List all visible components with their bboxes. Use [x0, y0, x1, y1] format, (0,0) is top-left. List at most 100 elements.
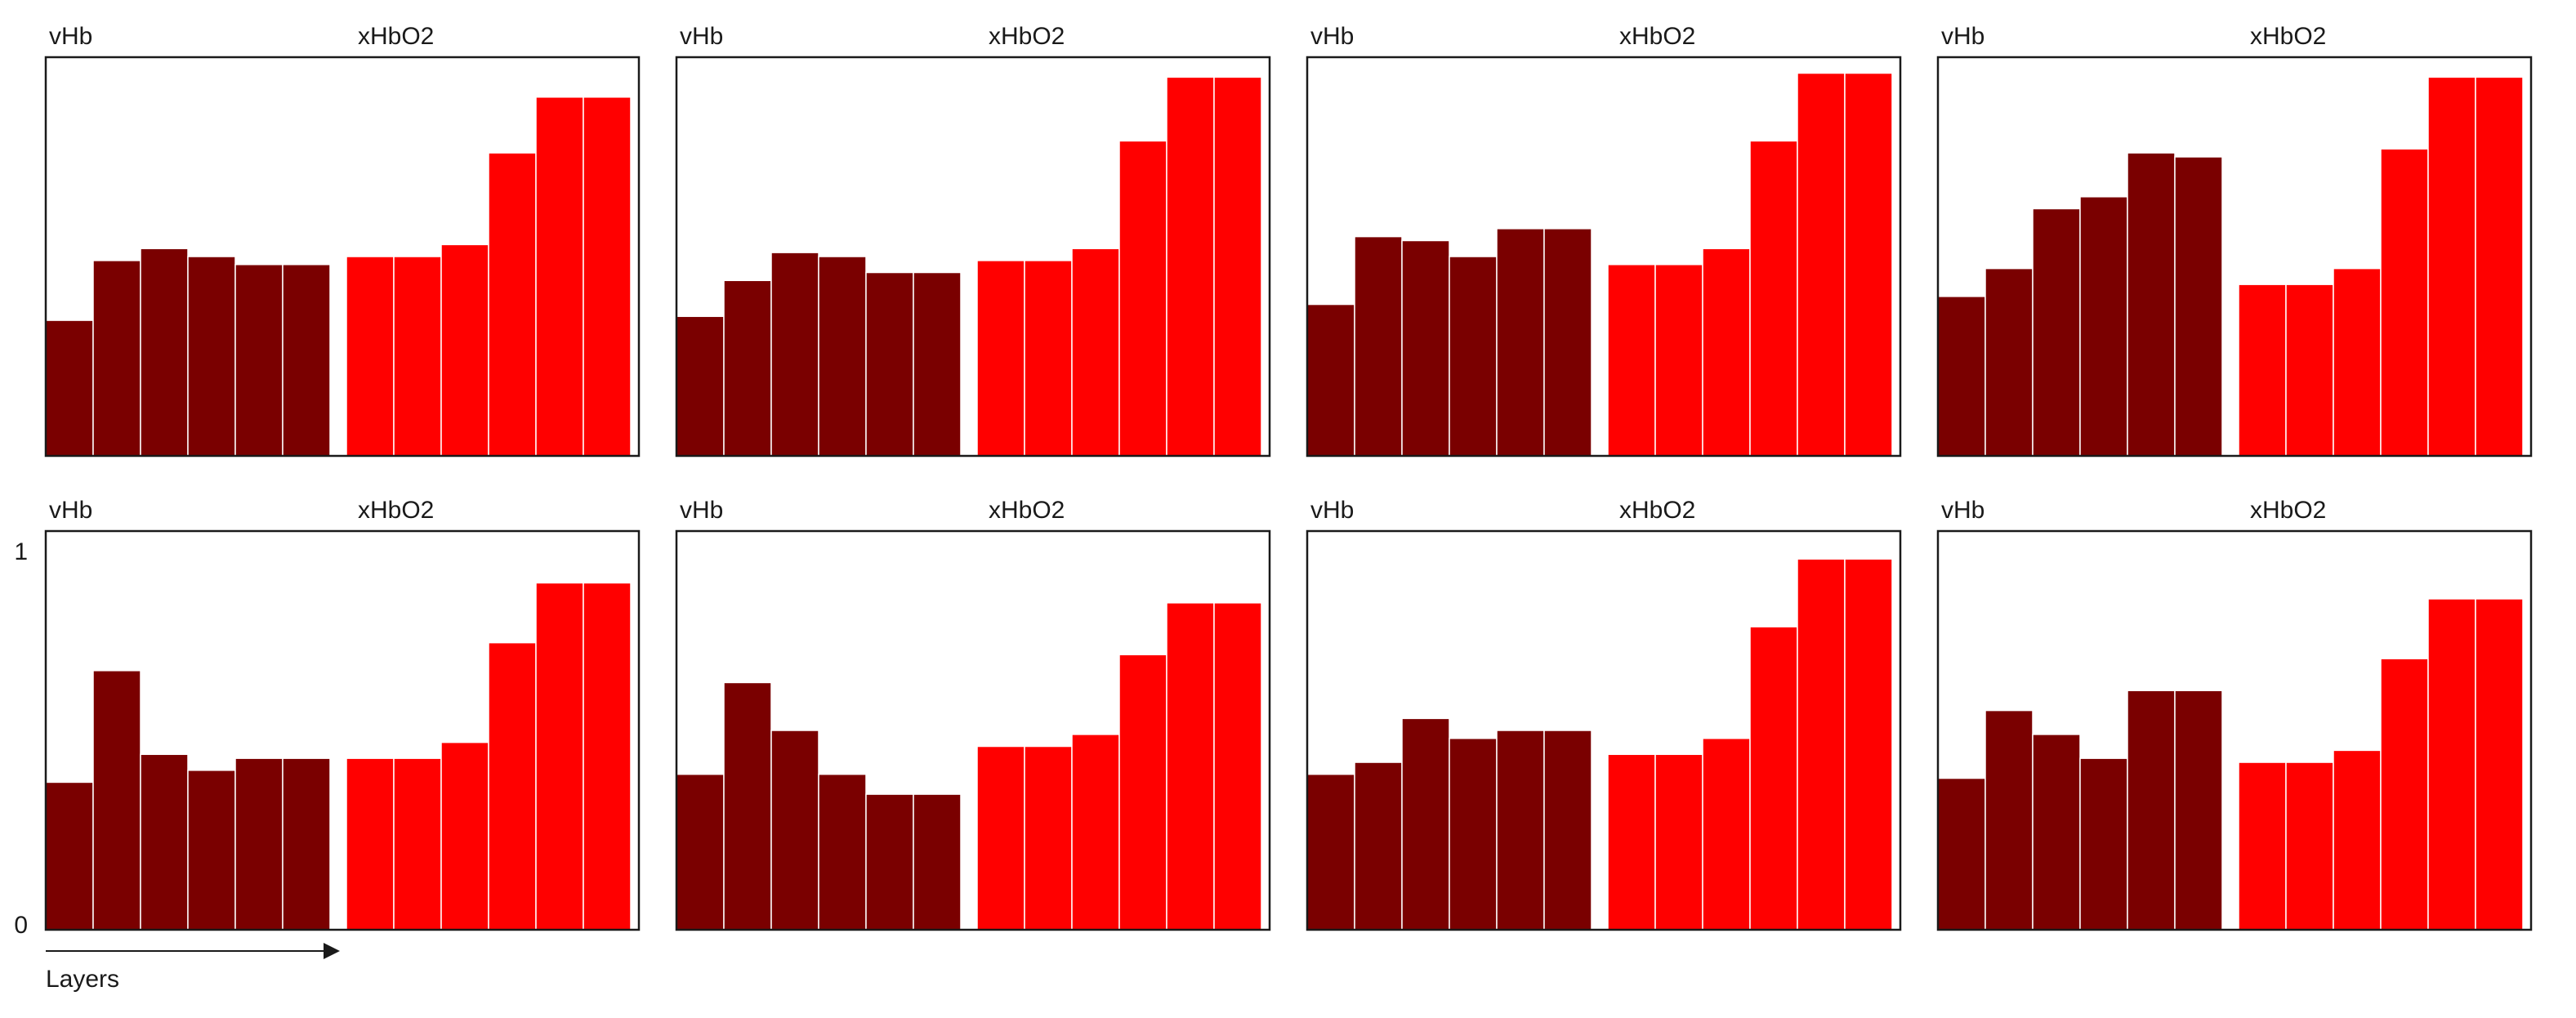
y-tick-bottom-label: 0 [14, 912, 28, 939]
xhbo2-bar [2238, 761, 2287, 931]
xhbo2-bar [2333, 749, 2382, 931]
chart-panel: vHb xHbO2 [675, 497, 1271, 931]
panel-frame [1936, 56, 2533, 458]
panel-frame [675, 56, 1271, 458]
vhb-bar [1937, 777, 1986, 931]
vhb-bar [770, 730, 819, 931]
xhbo2-bar [2285, 761, 2334, 931]
vhb-bar [913, 793, 962, 931]
xhbo2-bar [535, 96, 584, 457]
xhbo2-bar [2427, 76, 2476, 457]
vhb-bar [2079, 757, 2128, 931]
y-tick-top-label: 1 [14, 538, 28, 565]
vhb-bar [913, 271, 962, 457]
vhb-bar [865, 793, 914, 931]
vhb-bar [282, 757, 331, 931]
panel-frame [1306, 529, 1902, 931]
vhb-bar [1984, 709, 2034, 931]
series-label: vHb [1941, 23, 1984, 50]
xhbo2-bar [2380, 148, 2429, 457]
xhbo2-bar [1166, 76, 1215, 457]
xhbo2-bar [488, 641, 537, 931]
panel-frame [44, 529, 641, 931]
vhb-bar [234, 264, 283, 457]
xhbo2-bar [1749, 140, 1798, 457]
xhbo2-bar [1797, 72, 1846, 457]
xhbo2-bar [1702, 738, 1751, 931]
series-label: xHbO2 [2250, 497, 2326, 524]
series-label: vHb [49, 497, 92, 524]
chart-panel: vHb xHbO2 [1936, 23, 2533, 458]
xhbo2-bar [1213, 76, 1262, 457]
vhb-bar [1401, 717, 1450, 931]
vhb-bar [1543, 228, 1592, 457]
series-label: xHbO2 [358, 23, 434, 50]
xhbo2-bar [1071, 248, 1120, 457]
xhbo2-bar [1071, 734, 1120, 931]
xhbo2-bar [2285, 284, 2334, 457]
xhbo2-bar [1607, 753, 1656, 931]
xhbo2-bar [393, 256, 442, 457]
series-label: xHbO2 [1619, 497, 1695, 524]
chart-panel: vHb xHbO2 [675, 23, 1271, 458]
chart-panel: vHb xHbO2 [1936, 497, 2533, 931]
chart-panel: vHb xHbO2 [1306, 497, 1902, 931]
vhb-bar [2079, 196, 2128, 457]
x-axis-label: Layers [46, 966, 119, 993]
vhb-bar [1306, 303, 1355, 457]
vhb-bar [723, 681, 772, 931]
vhb-bar [1306, 773, 1355, 931]
xhbo2-bar [1024, 745, 1073, 931]
vhb-bar [187, 256, 236, 457]
xhbo2-bar [346, 256, 395, 457]
vhb-bar [1354, 235, 1403, 457]
vhb-bar [723, 279, 772, 457]
xhbo2-bar [1797, 558, 1846, 931]
xhbo2-bar [346, 757, 395, 931]
vhb-bar [818, 773, 867, 931]
xhbo2-bar [1118, 140, 1167, 457]
panel-frame [44, 56, 641, 458]
xhbo2-bar [1844, 558, 1893, 931]
xhbo2-bar [440, 243, 489, 457]
vhb-bar [865, 271, 914, 457]
vhb-bar [818, 256, 867, 457]
vhb-bar [2174, 690, 2223, 931]
vhb-bar [187, 770, 236, 931]
panel-frame [675, 529, 1271, 931]
vhb-bar [92, 670, 141, 931]
vhb-bar [2032, 208, 2081, 457]
xhbo2-bar [2333, 267, 2382, 457]
vhb-bar [1449, 256, 1498, 457]
xhbo2-bar [1213, 602, 1262, 931]
series-label: vHb [1310, 23, 1354, 50]
vhb-bar [2127, 152, 2176, 457]
vhb-bar [282, 264, 331, 457]
xhbo2-bar [440, 741, 489, 931]
chart-panel: vHb xHbO2 [1306, 23, 1902, 458]
xhbo2-bar [1654, 753, 1703, 931]
xhbo2-bar [1749, 626, 1798, 931]
xhbo2-bar [535, 582, 584, 931]
vhb-bar [1401, 239, 1450, 457]
xhbo2-bar [2475, 598, 2524, 931]
series-label: xHbO2 [1619, 23, 1695, 50]
vhb-bar [1496, 228, 1545, 457]
xhbo2-bar [583, 582, 632, 931]
series-label: vHb [49, 23, 92, 50]
layers-arrow [46, 943, 340, 959]
xhbo2-bar [2427, 598, 2476, 931]
xhbo2-bar [1654, 264, 1703, 457]
vhb-bar [1937, 296, 1986, 457]
xhbo2-bar [976, 260, 1025, 457]
series-label: vHb [1310, 497, 1354, 524]
xhbo2-bar [2380, 658, 2429, 931]
xhbo2-bar [976, 745, 1025, 931]
vhb-bar [1449, 738, 1498, 931]
vhb-bar [45, 319, 94, 457]
vhb-bar [1496, 730, 1545, 931]
chart-panel: vHb xHbO2 [44, 23, 641, 458]
xhbo2-bar [1702, 248, 1751, 457]
vhb-bar [92, 260, 141, 457]
